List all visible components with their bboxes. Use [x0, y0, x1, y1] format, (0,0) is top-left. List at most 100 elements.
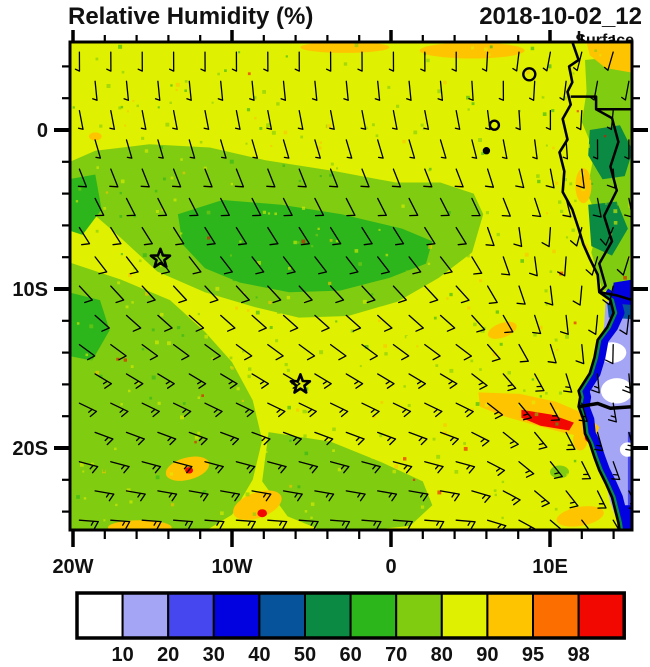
speckle-dot: [531, 272, 535, 275]
speckle-dot: [136, 104, 139, 108]
wind-barb: [542, 51, 552, 72]
map-canvas: [70, 42, 632, 530]
speckle-dot: [197, 431, 201, 435]
wind-barb: [282, 139, 290, 159]
wind-barb: [408, 139, 416, 159]
speckle-dot: [285, 412, 288, 416]
speckle-dot: [523, 389, 526, 392]
rh-70-80-southcenter: [262, 432, 433, 530]
speckle-dot: [422, 344, 425, 348]
speckle-dot: [262, 210, 266, 214]
speckle-dot: [239, 240, 242, 243]
wind-barb: [234, 168, 245, 188]
speckle-dot: [380, 401, 384, 404]
speckle-dot: [133, 269, 137, 273]
speckle-dot: [354, 249, 359, 253]
wind-barb: [188, 197, 199, 217]
speckle-dot: [348, 297, 351, 301]
speckle-dot: [241, 409, 246, 414]
speckle-dot: [471, 46, 474, 50]
speckle-dot: [168, 210, 171, 213]
speckle-dot: [197, 396, 201, 399]
wind-barb: [280, 80, 287, 101]
wind-barb: [619, 314, 630, 335]
speckle-dot: [359, 221, 363, 225]
speckle-dot: [551, 340, 555, 344]
speckle-dot: [458, 341, 463, 346]
wind-barb: [594, 431, 604, 452]
wind-barb: [137, 51, 143, 72]
speckle-dot: [311, 245, 314, 248]
orange-guinea-corner: [586, 42, 632, 73]
speckle-dot: [297, 485, 301, 489]
wind-barb: [471, 256, 483, 275]
speckle-dot: [410, 261, 414, 264]
speckle-dot: [591, 182, 594, 185]
speckle-dot: [432, 437, 436, 441]
speckle-dot: [452, 196, 456, 200]
speckle-dot: [470, 408, 474, 412]
speckle-dot: [148, 345, 151, 348]
speckle-dot: [110, 520, 113, 524]
wind-barb: [361, 402, 380, 418]
speckle-dot: [372, 123, 375, 127]
wind-barb: [298, 285, 313, 304]
colorbar-box: [440, 592, 489, 639]
speckle-dot: [520, 259, 524, 263]
speckle-dot: [547, 64, 552, 69]
speckle-dot: [219, 366, 222, 370]
rh-60-70-west-edge-1: [70, 174, 102, 235]
speckle-dot: [339, 459, 344, 463]
speckle-dot: [169, 101, 172, 104]
speckle-dot: [145, 396, 150, 400]
speckle-dot: [149, 396, 153, 400]
speckle-dot: [76, 322, 80, 325]
wind-barb: [109, 168, 119, 188]
speckle-dot: [157, 401, 161, 405]
wind-barb: [235, 519, 256, 530]
wind-barb: [251, 139, 259, 159]
speckle-dot: [229, 159, 234, 164]
speckle-dot: [494, 493, 497, 497]
speckle-dot: [207, 396, 211, 400]
wind-barb: [345, 314, 362, 332]
border-congo-angola: [599, 290, 632, 302]
speckle-dot: [391, 133, 396, 137]
speckle-dot: [358, 262, 362, 266]
wind-barb: [451, 51, 457, 72]
speckle-dot: [182, 171, 186, 175]
wind-barb: [78, 343, 96, 361]
wind-barb: [596, 490, 607, 509]
colorbar-box: [486, 592, 534, 639]
speckle-dot: [371, 293, 374, 296]
wind-barb: [110, 285, 125, 304]
speckle-dot: [126, 488, 131, 493]
speckle-dot: [120, 179, 125, 184]
speckle-dot: [340, 370, 345, 375]
wind-barb: [471, 490, 491, 503]
speckle-dot: [277, 310, 281, 314]
wind-barb: [78, 461, 99, 474]
wind-barb: [611, 461, 621, 481]
speckle-dot: [298, 179, 301, 183]
speckle-dot: [186, 154, 191, 158]
wind-barb: [94, 431, 114, 446]
speckle-dot: [332, 427, 336, 432]
wind-barb: [94, 373, 113, 389]
speckle-dot: [245, 188, 249, 192]
y-axis-label: 20S: [12, 438, 48, 460]
red-sw-dot-2: [257, 509, 268, 518]
wind-barb: [547, 343, 557, 364]
speckle-dot: [259, 127, 263, 130]
wind-barb: [602, 285, 614, 306]
speckle-dot: [480, 86, 484, 90]
speckle-dot: [540, 489, 543, 492]
speckle-dot: [569, 182, 573, 186]
wind-barb: [345, 431, 365, 446]
wind-barb: [329, 519, 351, 530]
speckle-dot: [335, 320, 338, 323]
speckle-dot: [505, 199, 507, 202]
speckle-dot: [78, 187, 82, 191]
speckle-dot: [373, 415, 376, 419]
